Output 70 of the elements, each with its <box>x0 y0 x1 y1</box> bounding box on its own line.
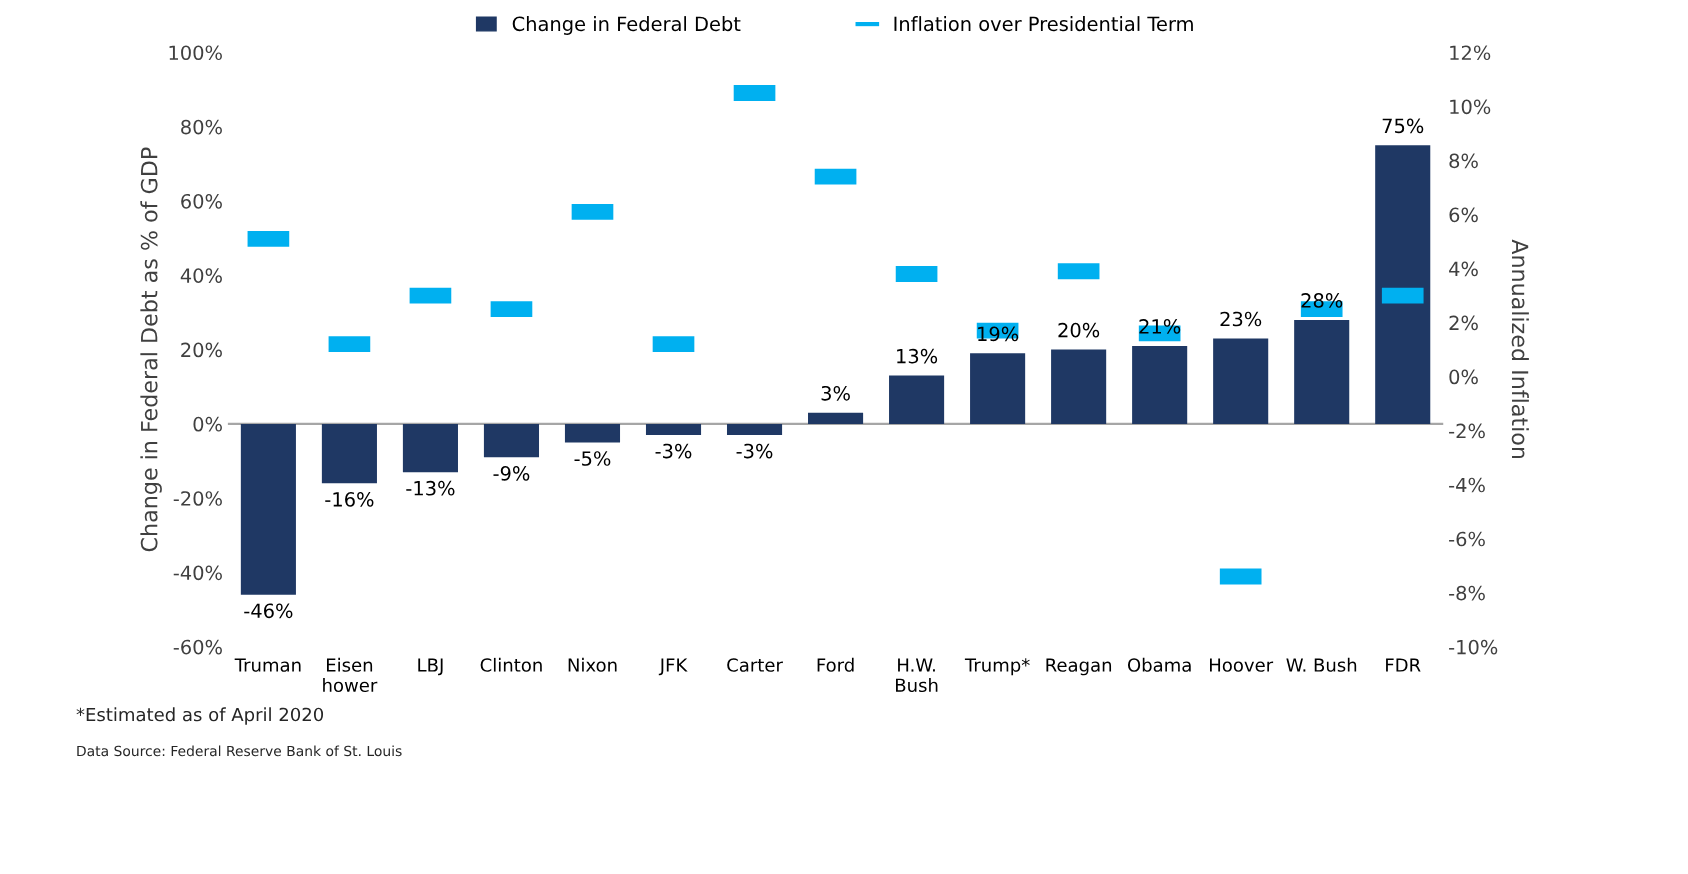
source-note: Data Source: Federal Reserve Bank of St. Louis <box>77 745 402 757</box>
data-label: -46% <box>244 603 293 619</box>
bar <box>1051 349 1107 424</box>
y2-tick-label: 8% <box>1449 153 1478 169</box>
bar <box>889 375 945 424</box>
x-tick-label: Hoover <box>1210 658 1274 672</box>
x-tick-label: Obama <box>1127 657 1191 672</box>
data-label: -13% <box>406 480 455 496</box>
x-tick-label: JFK <box>658 658 688 676</box>
y2-tick-label: 6% <box>1449 207 1478 223</box>
bar <box>1375 145 1431 424</box>
bar <box>564 423 621 443</box>
x-tick-label: Clinton <box>480 657 542 672</box>
x-tick-label: Eisen hower <box>323 657 378 693</box>
text: *Estimated as of April 2020 <box>76 707 324 725</box>
data-label: 75% <box>1382 118 1424 134</box>
y2-tick-label: 0% <box>1449 369 1478 385</box>
legend-label: Inflation over Presidential Term <box>894 16 1193 32</box>
y-tick-label: 80% <box>181 119 222 135</box>
legend-label: Change in Federal Debt <box>512 16 741 35</box>
y2-tick-label: -2% <box>1449 423 1485 439</box>
y-tick-label: -40% <box>173 565 222 581</box>
y2-tick-label: 10% <box>1450 99 1491 115</box>
bar <box>808 412 864 424</box>
data-label: 13% <box>897 348 938 364</box>
bar <box>645 423 702 436</box>
x-tick-label: FDR <box>1386 658 1421 672</box>
bar <box>1213 338 1269 424</box>
y-tick-label: 40% <box>180 268 222 283</box>
y2-tick-label: 12% <box>1450 45 1491 61</box>
bar <box>240 423 296 595</box>
x-tick-label: Trump* <box>964 658 1030 676</box>
x-tick-label: Reagan <box>1046 658 1112 676</box>
bar <box>1132 345 1188 424</box>
x-tick-label: H.W. Bush <box>896 658 938 693</box>
data-label: -16% <box>325 492 374 507</box>
x-tick-label: W. Bush <box>1286 657 1357 672</box>
y2-tick-label: -4% <box>1449 477 1485 493</box>
y-tick-label: 0% <box>193 416 222 432</box>
bar <box>726 423 783 436</box>
x-tick-label: LBJ <box>418 658 443 676</box>
y2-tick-label: 2% <box>1449 315 1478 331</box>
data-label: 20% <box>1058 322 1100 338</box>
bar <box>321 423 377 484</box>
x-tick-label: Nixon <box>568 657 617 672</box>
bar <box>970 353 1026 424</box>
data-label: 3% <box>821 385 850 401</box>
y-axis-title: Change in Federal Debt as % of GDP <box>140 147 162 552</box>
y-tick-label: -60% <box>173 639 222 655</box>
y-tick-label: 100% <box>169 45 222 61</box>
y-tick-label: -20% <box>173 491 222 506</box>
y2-tick-label: -6% <box>1449 531 1485 547</box>
y2-axis-title: Annualized Inflation <box>1511 239 1529 459</box>
bar <box>483 423 540 458</box>
y2-tick-label: 4% <box>1449 261 1478 277</box>
data-label: 19% <box>978 326 1019 342</box>
x-tick-label: Ford <box>817 657 854 672</box>
bar <box>1294 319 1350 424</box>
bar <box>402 423 458 473</box>
data-label: -9% <box>493 466 530 481</box>
data-label: -5% <box>574 451 611 466</box>
data-label: -3% <box>655 443 692 459</box>
y2-tick-label: -10% <box>1449 639 1498 655</box>
x-tick-label: Truman <box>234 658 301 672</box>
x-tick-label: Carter <box>727 658 783 672</box>
y-tick-label: 60% <box>181 193 222 209</box>
data-label: -3% <box>736 443 773 459</box>
y2-tick-label: -8% <box>1449 585 1485 601</box>
y-tick-label: 20% <box>181 342 222 358</box>
data-label: 23% <box>1220 311 1262 327</box>
